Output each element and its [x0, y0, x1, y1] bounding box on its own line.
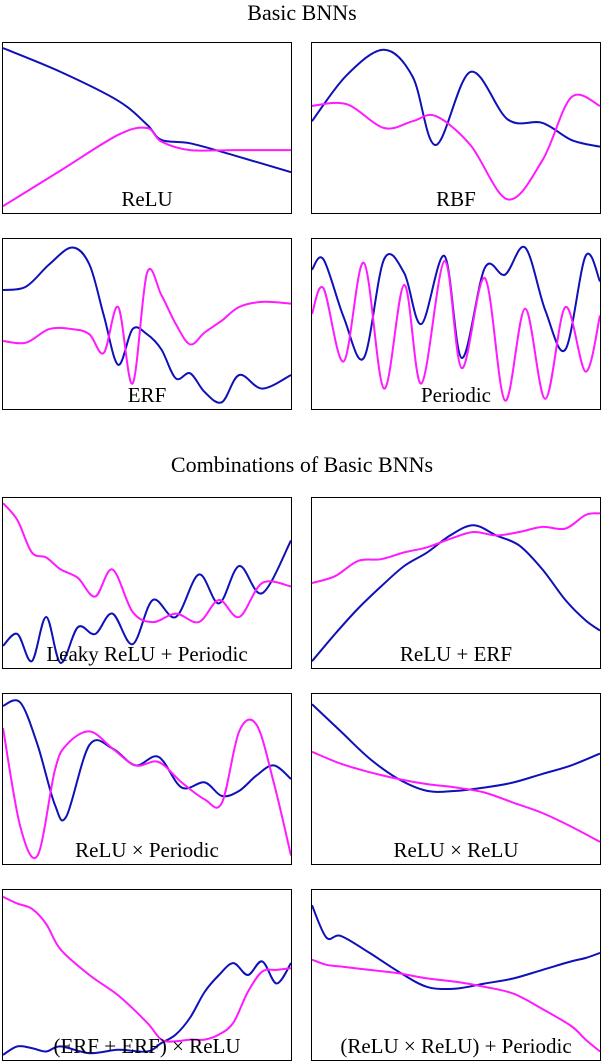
panel-relu-erf: ReLU + ERF	[311, 497, 601, 669]
erf-series-2-line	[3, 268, 291, 385]
chart-erf	[3, 246, 291, 404]
relu-relu-periodic-series-2-line	[312, 958, 600, 1053]
rbf-series-2-line	[312, 93, 600, 201]
panel-periodic: Periodic	[311, 238, 601, 410]
rbf-series-1-line	[312, 48, 600, 148]
relu-relu-periodic-series-1-line	[312, 904, 600, 991]
chart-leaky-relu-periodic	[3, 502, 291, 664]
panel-relu-times-periodic: ReLU × Periodic	[2, 693, 292, 865]
chart-relu-times-periodic	[3, 699, 291, 859]
chart-relu-erf	[312, 512, 600, 662]
chart-erf-erf-relu	[3, 895, 291, 1056]
relu-times-periodic-series-2-line	[3, 718, 291, 859]
relu-times-relu-series-1-line	[312, 703, 600, 793]
erf-erf-relu-series-2-line	[3, 895, 291, 1043]
panel-rbf: RBF	[311, 42, 601, 214]
panel-label-periodic: Periodic	[421, 383, 491, 407]
erf-series-1-line	[3, 246, 291, 404]
panel-erf-erf-relu: (ERF + ERF) × ReLU	[2, 889, 292, 1061]
panel-label-leaky-relu-periodic: Leaky ReLU + Periodic	[46, 642, 248, 666]
relu-series-2-line	[3, 126, 291, 208]
leaky-relu-periodic-series-1-line	[3, 540, 291, 664]
section-title-combinations: Combinations of Basic BNNs	[170, 452, 434, 477]
periodic-series-2-line	[312, 260, 600, 402]
panel-leaky-relu-periodic: Leaky ReLU + Periodic	[2, 497, 292, 669]
panel-label-erf-erf-relu: (ERF + ERF) × ReLU	[53, 1034, 241, 1058]
panel-relu: ReLU	[2, 42, 292, 214]
erf-erf-relu-series-1-line	[3, 960, 291, 1056]
panel-relu-relu-periodic: (ReLU × ReLU) + Periodic	[311, 889, 601, 1061]
panel-label-relu-relu-periodic: (ReLU × ReLU) + Periodic	[340, 1034, 572, 1058]
panel-relu-times-relu: ReLU × ReLU	[311, 693, 601, 865]
chart-periodic	[312, 245, 600, 402]
panel-label-relu: ReLU	[121, 187, 173, 211]
panel-label-relu-erf: ReLU + ERF	[399, 642, 513, 666]
panel-erf: ERF	[2, 238, 292, 410]
panel-label-rbf: RBF	[436, 187, 476, 211]
chart-relu-relu-periodic	[312, 904, 600, 1053]
relu-times-periodic-series-1-line	[3, 699, 291, 822]
relu-times-relu-series-2-line	[312, 750, 600, 843]
chart-relu-times-relu	[312, 703, 600, 843]
relu-erf-series-2-line	[312, 512, 600, 584]
section-title-basic: Basic BNNs	[247, 0, 357, 25]
panel-label-relu-times-relu: ReLU × ReLU	[393, 838, 519, 862]
panel-label-erf: ERF	[127, 383, 167, 407]
relu-series-1-line	[3, 47, 291, 174]
panel-label-relu-times-periodic: ReLU × Periodic	[75, 838, 219, 862]
leaky-relu-periodic-series-2-line	[3, 502, 291, 624]
chart-relu	[3, 47, 291, 208]
chart-rbf	[312, 48, 600, 201]
relu-erf-series-1-line	[312, 524, 600, 662]
